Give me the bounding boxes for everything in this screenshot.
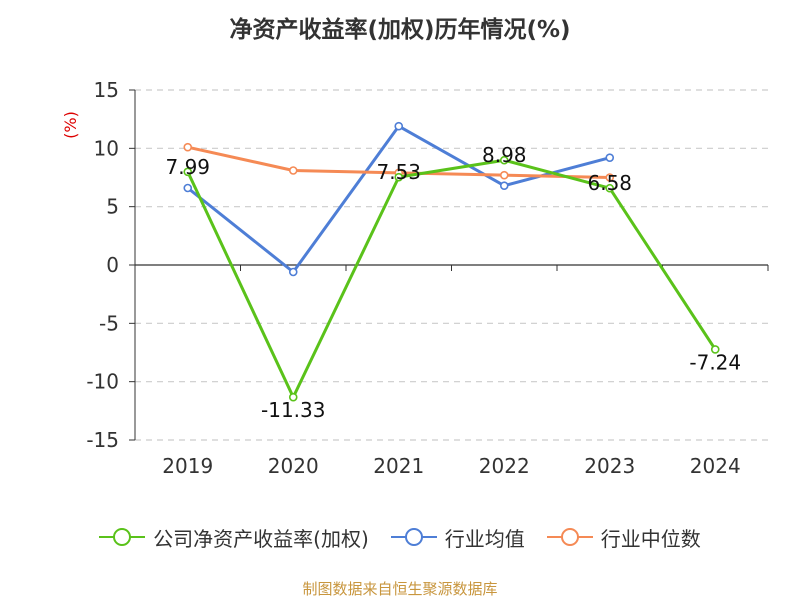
data-point xyxy=(499,181,509,190)
y-tick-label: -10 xyxy=(86,370,119,394)
data-point xyxy=(183,167,193,177)
data-point xyxy=(605,183,615,193)
y-tick-label: -15 xyxy=(86,428,119,452)
data-label: -11.33 xyxy=(261,398,325,422)
x-tick-label: 2019 xyxy=(162,454,213,478)
legend-marker-company-icon xyxy=(99,528,146,546)
data-label: 7.99 xyxy=(165,155,210,179)
data-point xyxy=(183,183,193,193)
data-point xyxy=(394,121,404,131)
data-source-note: 制图数据来自恒生聚源数据库 xyxy=(302,580,498,598)
legend-item-industry-median[interactable]: 行业中位数 xyxy=(546,523,701,552)
line-chart: 15 10 5 0 -5 -10 -15 2019 2020 2021 2022 2023 2024 (%… xyxy=(61,78,769,478)
series-lines xyxy=(183,121,720,402)
legend-label-industry-mean: 行业均值 xyxy=(444,526,525,551)
y-tick-label: 0 xyxy=(106,253,119,277)
x-tick-label: 2022 xyxy=(479,454,530,478)
data-label: 8.98 xyxy=(482,143,527,167)
axes: 15 10 5 0 -5 -10 -15 2019 2020 2021 2022 2023 2024 (%… xyxy=(61,78,769,478)
data-point xyxy=(394,172,404,182)
data-label: -7.24 xyxy=(689,350,741,374)
data-point xyxy=(605,173,615,182)
legend-marker-industry-median-icon xyxy=(546,528,593,546)
legend-item-company[interactable]: 公司净资产收益率(加权) xyxy=(99,523,369,552)
legend: 公司净资产收益率(加权) 行业均值 行业中位数 xyxy=(0,522,800,552)
y-tick-label: 15 xyxy=(94,78,119,102)
series-line-0 xyxy=(186,158,717,399)
data-point xyxy=(499,170,509,180)
y-tick-label: 10 xyxy=(94,136,119,160)
data-point xyxy=(288,166,298,175)
legend-label-industry-median: 行业中位数 xyxy=(600,526,701,551)
data-label: 6.58 xyxy=(587,171,632,195)
data-point xyxy=(288,392,298,402)
x-tick-label: 2024 xyxy=(690,454,741,478)
data-point xyxy=(605,153,615,162)
chart-title: 净资产收益率(加权)历年情况(%) xyxy=(229,17,571,43)
x-tick-label: 2023 xyxy=(584,454,635,478)
x-tick-label: 2021 xyxy=(373,454,424,478)
y-axis-unit-label: (%) xyxy=(61,111,80,139)
data-label: 7.53 xyxy=(376,160,421,184)
y-tick-label: 5 xyxy=(106,195,119,219)
y-tick-label: -5 xyxy=(99,311,119,335)
data-point xyxy=(288,267,298,277)
data-point xyxy=(183,142,193,152)
data-point xyxy=(499,155,509,165)
legend-item-industry-mean[interactable]: 行业均值 xyxy=(390,523,525,552)
data-labels: 7.99 -11.33 7.53 8.98 6.58 -7.24 xyxy=(165,143,741,422)
legend-label-company: 公司净资产收益率(加权) xyxy=(153,526,369,551)
x-tick-label: 2020 xyxy=(268,454,319,478)
legend-marker-industry-mean-icon xyxy=(390,528,437,546)
data-point xyxy=(710,345,720,354)
